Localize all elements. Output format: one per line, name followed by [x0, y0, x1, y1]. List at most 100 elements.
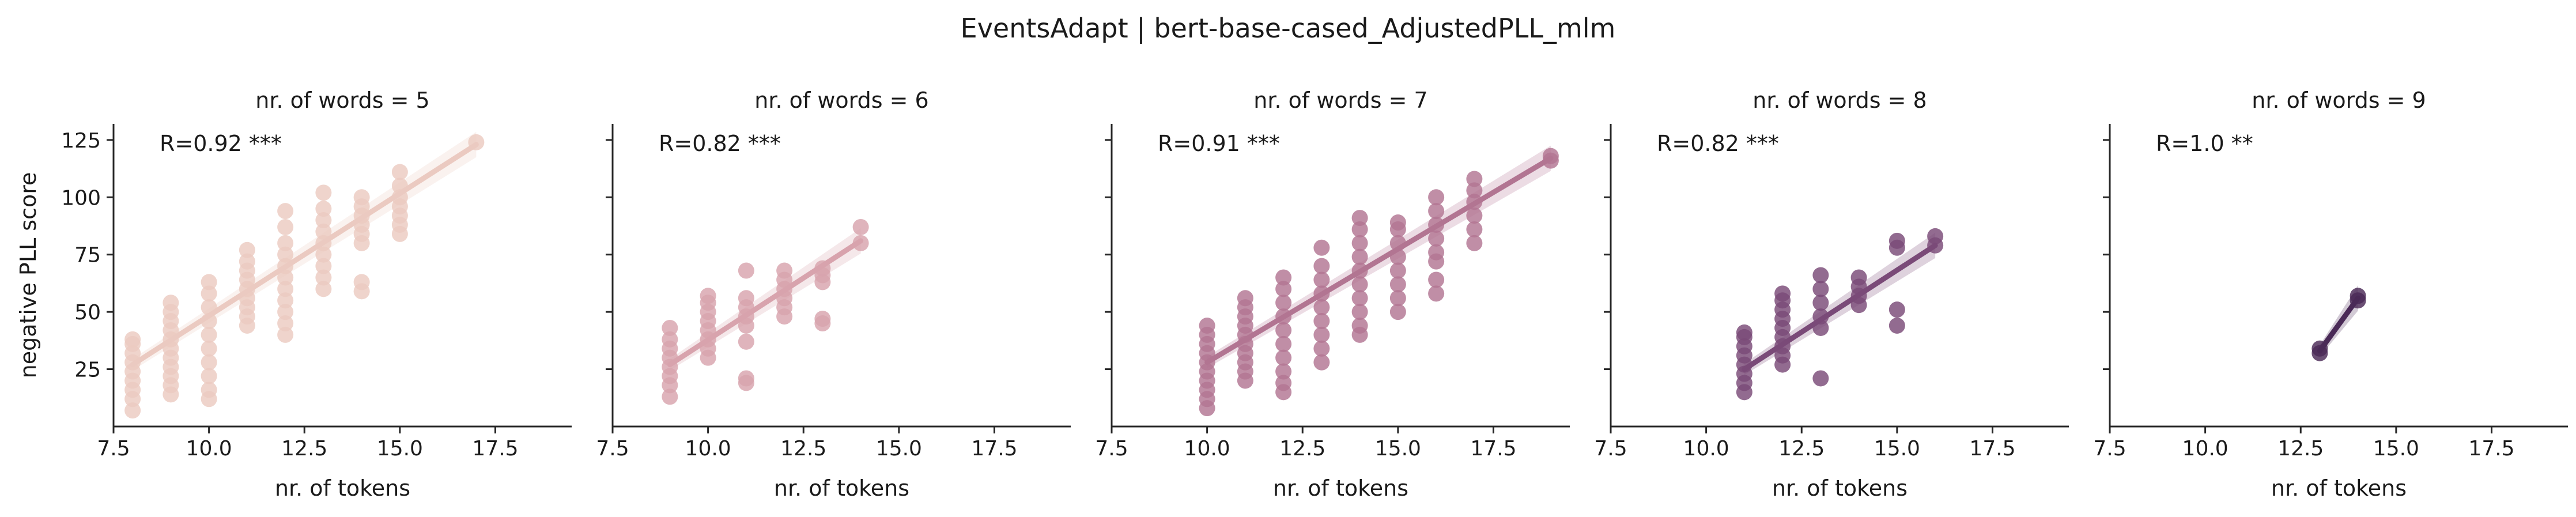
data-point [239, 241, 255, 258]
data-point [1351, 235, 1368, 251]
data-point [1351, 318, 1368, 334]
data-point [1389, 214, 1406, 231]
data-point [1466, 207, 1483, 224]
data-point [1313, 340, 1330, 357]
panel-4: nr. of words = 8 7.5 10.0 12.5 15.0 17.5 nr. o… [1594, 88, 2069, 501]
data-point [1199, 318, 1215, 334]
data-point [124, 331, 141, 348]
data-point [1313, 313, 1330, 330]
data-point [738, 370, 754, 387]
data-point [1428, 230, 1445, 247]
data-point [277, 304, 294, 320]
data-point [1351, 304, 1368, 320]
x-tick-label: 10.0 [186, 437, 232, 461]
data-point [1428, 189, 1445, 206]
data-point [1428, 285, 1445, 302]
data-point [1313, 326, 1330, 343]
x-tick-label: 7.5 [1594, 437, 1627, 461]
y-tick-label: 50 [74, 301, 101, 324]
data-point [315, 281, 332, 297]
data-point [1850, 269, 1867, 286]
data-point [1275, 295, 1292, 311]
x-axis-label: nr. of tokens [1772, 476, 1908, 501]
data-point [1389, 290, 1406, 307]
data-point [201, 274, 217, 290]
data-point [1275, 349, 1292, 366]
x-tick-label: 12.5 [1778, 437, 1825, 461]
data-point [1351, 248, 1368, 265]
x-tick-label: 17.5 [1969, 437, 2015, 461]
x-tick-label: 17.5 [472, 437, 518, 461]
panel-title: nr. of words = 7 [1253, 88, 1427, 113]
data-point [1888, 301, 1905, 318]
data-point [277, 246, 294, 263]
x-tick-label: 17.5 [971, 437, 1017, 461]
data-point [1313, 354, 1330, 371]
data-point [1812, 295, 1829, 311]
data-point [1888, 232, 1905, 249]
data-point [353, 274, 370, 290]
data-point [662, 331, 678, 348]
correlation-annotation: R=0.91 *** [1158, 131, 1280, 156]
correlation-annotation: R=0.92 *** [160, 131, 282, 156]
data-point [353, 189, 370, 206]
data-point [1812, 370, 1829, 387]
data-point [315, 258, 332, 274]
data-point [201, 326, 217, 343]
data-point [1927, 228, 1944, 244]
data-point [315, 212, 332, 229]
data-point [1275, 375, 1292, 391]
data-point [1774, 285, 1791, 302]
panel-3: nr. of words = 7 7.5 10.0 12.5 15.0 17.5 nr. o… [1095, 88, 1570, 501]
panel-1: nr. of words = 5 7.5 10.0 12.5 15.0 17.5 25 50 7… [16, 88, 572, 501]
data-point [201, 382, 217, 398]
panel-title: nr. of words = 9 [2252, 88, 2426, 113]
correlation-annotation: R=0.82 *** [659, 131, 781, 156]
data-point [239, 253, 255, 270]
data-point [315, 201, 332, 217]
data-point [1237, 290, 1253, 307]
panel-title: nr. of words = 5 [255, 88, 429, 113]
panel-title: nr. of words = 6 [754, 88, 928, 113]
y-tick-label: 100 [61, 186, 101, 210]
correlation-annotation: R=0.82 *** [1657, 131, 1779, 156]
data-point [201, 285, 217, 302]
x-tick-label: 12.5 [780, 437, 826, 461]
y-axis-label: negative PLL score [16, 172, 41, 379]
data-point [1275, 281, 1292, 297]
data-point [1351, 276, 1368, 293]
data-point [1275, 322, 1292, 338]
regression-line [1204, 156, 1554, 365]
data-point [1313, 258, 1330, 274]
data-point [315, 246, 332, 263]
data-point [662, 319, 678, 336]
data-point [1351, 221, 1368, 237]
x-tick-label: 15.0 [1874, 437, 1920, 461]
x-axis-label: nr. of tokens [2271, 476, 2407, 501]
data-point [1812, 281, 1829, 297]
regression-line [667, 238, 864, 368]
y-tick-label: 25 [74, 358, 101, 382]
data-point [1313, 299, 1330, 316]
correlation-annotation: R=1.0 ** [2156, 131, 2253, 156]
data-point [277, 269, 294, 286]
x-axis-label: nr. of tokens [275, 476, 410, 501]
data-point [1351, 290, 1368, 307]
data-point [738, 290, 754, 307]
panel-5: nr. of words = 9 7.5 10.0 12.5 15.0 17.5 nr. o… [2093, 88, 2568, 501]
data-point [277, 315, 294, 332]
data-point [776, 262, 793, 279]
data-point [1428, 203, 1445, 220]
data-point [1313, 271, 1330, 288]
x-tick-label: 17.5 [1470, 437, 1516, 461]
x-tick-label: 10.0 [2182, 437, 2228, 461]
data-point [1389, 262, 1406, 279]
data-point [277, 326, 294, 343]
data-point [1351, 210, 1368, 227]
data-point [315, 184, 332, 201]
x-axis-label: nr. of tokens [774, 476, 909, 501]
x-tick-label: 15.0 [377, 437, 423, 461]
data-point [814, 311, 831, 327]
data-point [277, 218, 294, 235]
y-tick-label: 75 [74, 244, 101, 267]
